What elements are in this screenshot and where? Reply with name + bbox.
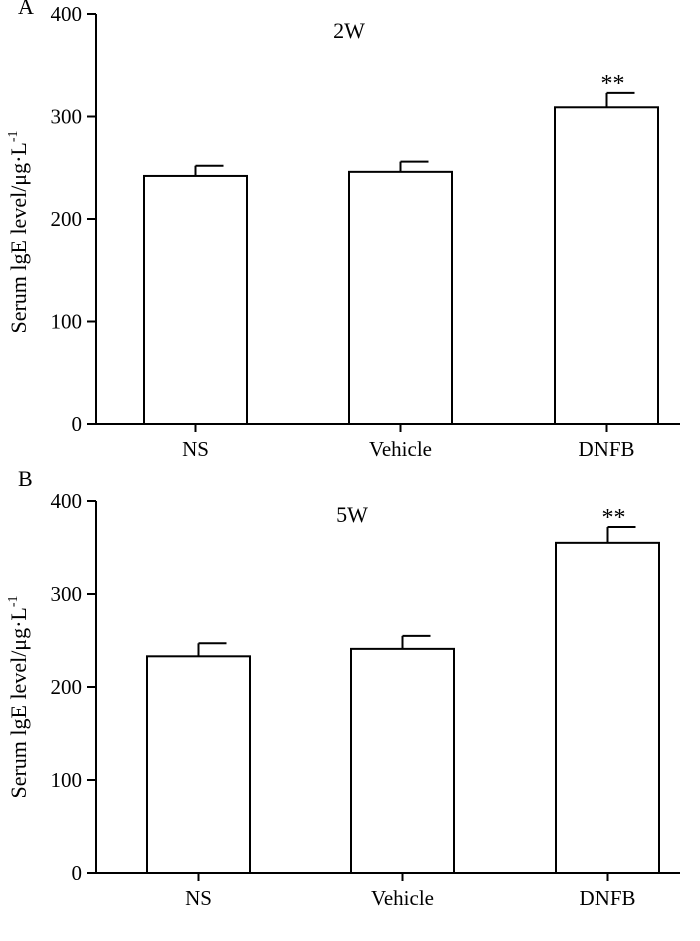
x-tick-label: DNFB — [579, 886, 635, 910]
y-tick-label: 200 — [51, 675, 83, 699]
chart-marks: 0 100 200 300 400 NS Vehicle DNFB ** — [51, 489, 680, 910]
y-tick-label: 300 — [51, 105, 83, 129]
y-tick-label: 300 — [51, 582, 83, 606]
panel-label: A — [18, 0, 34, 19]
bar — [348, 170, 453, 425]
y-tick-label: 400 — [51, 2, 83, 26]
y-tick-label: 400 — [51, 489, 83, 513]
y-tick-label: 0 — [72, 412, 83, 436]
y-tick-label: 100 — [51, 768, 83, 792]
y-axis-label-main: Serum lgE level/μg·L — [6, 607, 31, 798]
y-tick-label: 100 — [51, 310, 83, 334]
bar — [350, 647, 455, 874]
chart-marks: 0 100 200 300 400 NS Vehicle DNFB ** — [51, 2, 680, 461]
x-tick-label: DNFB — [578, 437, 634, 461]
x-tick-label: NS — [182, 437, 209, 461]
panel-label: B — [18, 466, 33, 491]
y-axis-label-superscript: -1 — [6, 595, 21, 607]
y-tick-label: 200 — [51, 207, 83, 231]
x-tick-label: Vehicle — [371, 886, 434, 910]
significance-marker: ** — [601, 71, 625, 97]
chart-title: 2W — [333, 18, 365, 43]
chart-title: 5W — [336, 502, 368, 527]
y-tick-label: 0 — [72, 861, 83, 885]
panel-b: B 5W Serum lgE level/μg·L-1 0 100 200 300 40… — [6, 466, 680, 910]
y-axis-label: Serum lgE level/μg·L-1 — [6, 595, 31, 798]
significance-marker: ** — [602, 505, 626, 531]
bar — [146, 655, 251, 874]
y-axis-label: Serum lgE level/μg·L-1 — [6, 130, 31, 333]
bar — [143, 174, 248, 425]
y-axis-label-superscript: -1 — [6, 130, 21, 142]
panel-a: A 2W Serum lgE level/μg·L-1 0 100 200 300 40… — [6, 0, 680, 461]
x-tick-label: NS — [185, 886, 212, 910]
bar — [554, 106, 659, 426]
x-tick-label: Vehicle — [369, 437, 432, 461]
bar — [555, 541, 660, 874]
y-axis-label-main: Serum lgE level/μg·L — [6, 142, 31, 333]
